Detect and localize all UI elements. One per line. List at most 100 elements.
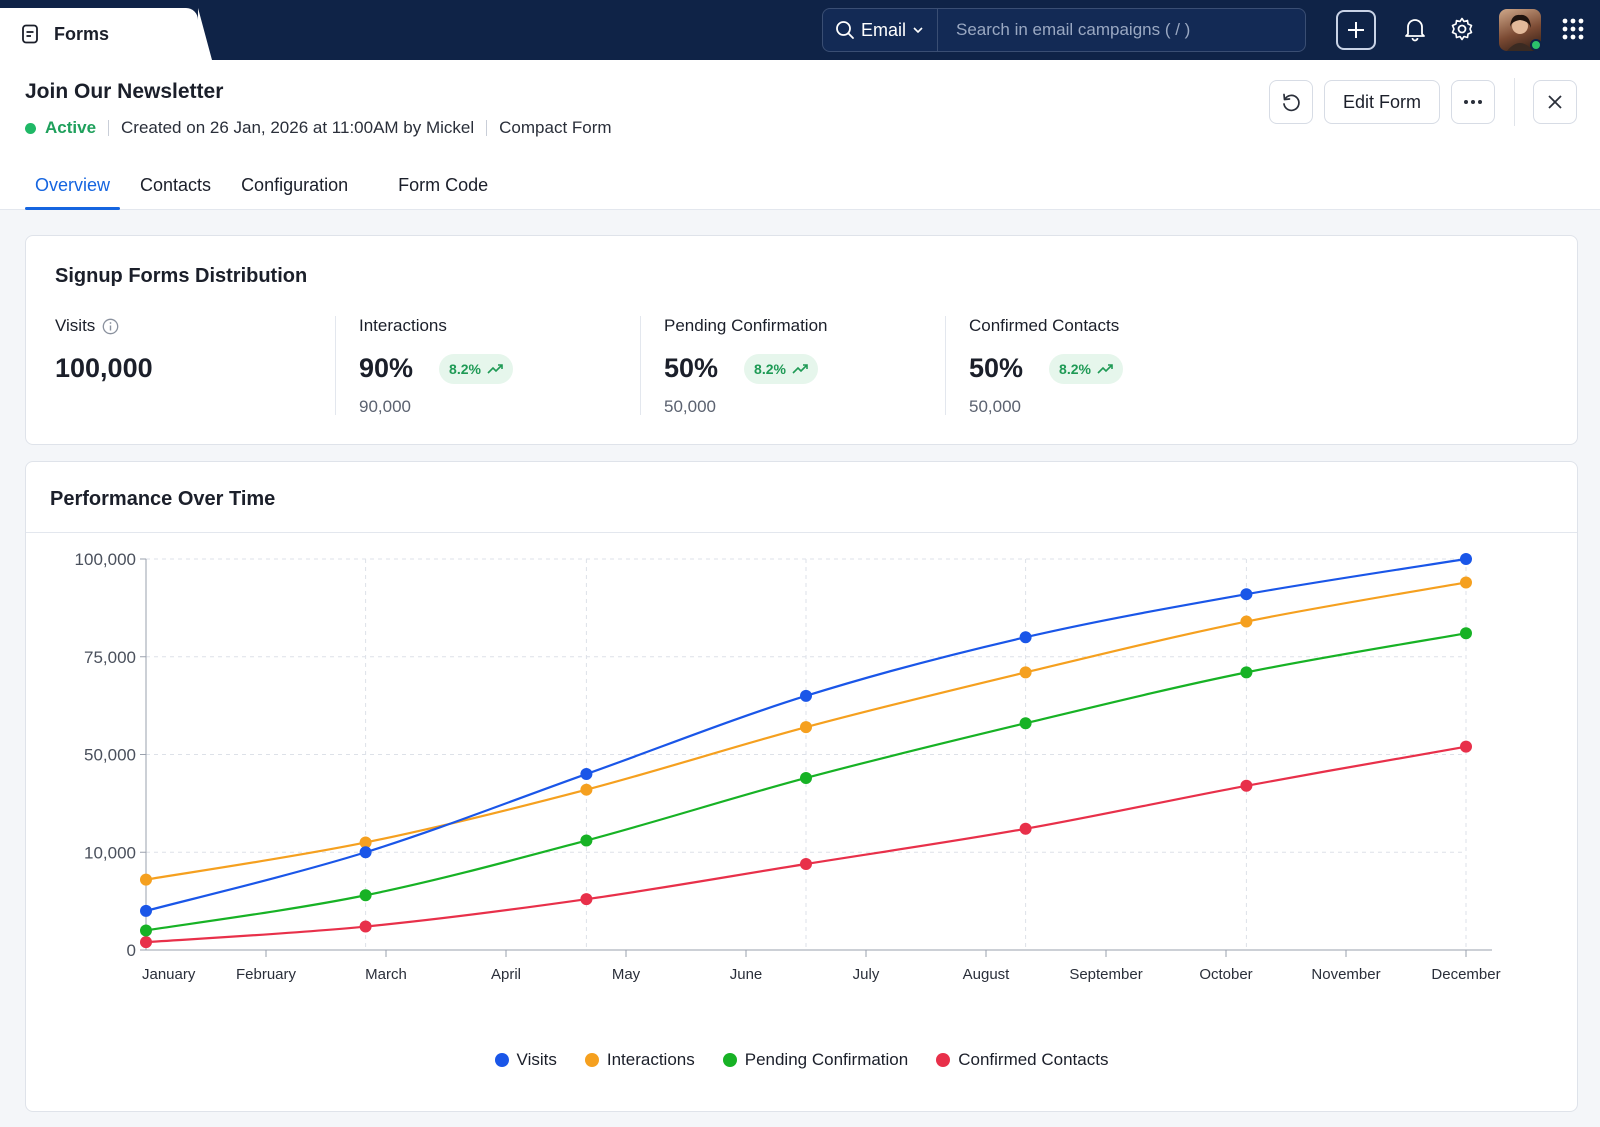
x-tick-label: December	[1431, 966, 1500, 983]
stat-visits: Visits 100,000	[55, 316, 153, 416]
chevron-down-icon	[913, 27, 923, 34]
data-point-confirmed-contacts	[1019, 822, 1032, 835]
change-badge: 8.2%	[1049, 353, 1123, 384]
data-point-confirmed-contacts	[359, 920, 372, 933]
distribution-title: Signup Forms Distribution	[55, 265, 308, 287]
stat-label: Pending Confirmation	[664, 316, 828, 335]
header-divider	[1514, 78, 1515, 126]
stat-value: 50%	[664, 353, 719, 383]
data-point-interactions	[1240, 615, 1253, 628]
change-badge: 8.2%	[439, 353, 513, 384]
meta-separator	[108, 120, 110, 136]
form-document-icon	[20, 24, 40, 44]
bell-icon[interactable]	[1402, 16, 1428, 42]
data-point-visits	[1460, 553, 1472, 565]
tab-overview[interactable]: Overview	[25, 160, 121, 210]
stat-label: Visits	[55, 316, 96, 335]
stat-pending-confirmation: Pending Confirmation 50% 8.2% 50,000	[664, 316, 827, 416]
tab-contacts[interactable]: Contacts	[140, 174, 212, 195]
stat-value: 90%	[359, 353, 414, 383]
change-value: 8.2%	[449, 360, 481, 377]
close-button[interactable]	[1533, 80, 1577, 124]
stat-confirmed-contacts: Confirmed Contacts 50% 8.2% 50,000	[969, 316, 1123, 416]
stat-count: 50,000	[969, 397, 1021, 416]
meta-separator	[486, 120, 488, 136]
data-point-confirmed-contacts	[140, 936, 152, 949]
stat-interactions: Interactions 90% 8.2% 90,000	[359, 316, 513, 416]
data-point-confirmed-contacts	[1460, 740, 1472, 753]
app-name: Forms	[54, 23, 110, 44]
stat-count: 50,000	[664, 397, 716, 416]
legend-item[interactable]: Interactions	[584, 1050, 695, 1070]
legend-item[interactable]: Visits	[494, 1050, 557, 1070]
legend-label: Visits	[516, 1050, 557, 1069]
y-tick-label: 100,000	[75, 550, 136, 569]
refresh-button[interactable]	[1269, 80, 1313, 124]
legend-swatch	[936, 1053, 951, 1067]
trend-up-icon	[487, 363, 503, 374]
performance-line-chart: 0 10,000 50,000 75,000 100,000 January Februar…	[75, 550, 1501, 983]
created-info: Created on 26 Jan, 2026 at 11:00AM by Mi…	[121, 118, 475, 137]
apps-grid-icon[interactable]	[1561, 17, 1585, 41]
stat-value: 50%	[969, 353, 1024, 383]
tab-form-code[interactable]: Form Code	[398, 174, 489, 195]
data-point-confirmed-contacts	[800, 857, 812, 870]
data-point-pending-confirmation	[580, 834, 593, 847]
status-badge: Active	[45, 118, 97, 137]
legend-item[interactable]: Pending Confirmation	[722, 1050, 909, 1070]
legend-item[interactable]: Confirmed Contacts	[936, 1050, 1108, 1070]
x-tick-label: January	[142, 966, 196, 983]
x-tick-label: September	[1069, 966, 1142, 983]
performance-card: Performance Over Time 0 10,000 50,000 75,00…	[25, 461, 1578, 1112]
data-point-pending-confirmation	[1460, 627, 1472, 640]
search-bar: Email	[822, 8, 1306, 52]
status-dot	[25, 122, 36, 134]
search-input[interactable]	[938, 9, 1305, 51]
distribution-card: Signup Forms Distribution Visits 100,000…	[25, 235, 1578, 445]
trend-up-icon	[1097, 363, 1113, 374]
data-point-pending-confirmation	[140, 924, 152, 937]
performance-title: Performance Over Time	[50, 488, 276, 510]
x-tick-label: February	[236, 966, 297, 983]
tab-configuration[interactable]: Configuration	[241, 174, 349, 195]
search-scope-dropdown[interactable]: Email	[823, 9, 938, 51]
x-tick-label: May	[612, 966, 641, 983]
y-tick-label: 10,000	[84, 843, 136, 862]
form-header: Join Our Newsletter Active Created on 26…	[0, 60, 1600, 210]
x-tick-label: October	[1199, 966, 1252, 983]
data-point-interactions	[359, 836, 372, 849]
x-tick-label: July	[853, 966, 880, 983]
legend-label: Pending Confirmation	[744, 1050, 909, 1069]
data-point-pending-confirmation	[359, 889, 372, 902]
change-value: 8.2%	[754, 360, 786, 377]
refresh-icon	[1283, 93, 1300, 112]
stat-count: 90,000	[359, 397, 411, 416]
gear-icon[interactable]	[1449, 16, 1475, 42]
create-button[interactable]	[1336, 10, 1376, 50]
app-tab-forms[interactable]: Forms	[0, 8, 198, 60]
data-point-pending-confirmation	[800, 771, 812, 784]
trend-up-icon	[792, 363, 808, 374]
avatar[interactable]	[1499, 9, 1541, 51]
data-point-visits	[359, 846, 372, 859]
data-point-pending-confirmation	[1019, 717, 1032, 730]
data-point-confirmed-contacts	[580, 893, 593, 906]
legend-swatch	[722, 1053, 737, 1067]
legend-swatch	[584, 1053, 599, 1067]
data-point-interactions	[1019, 666, 1032, 679]
online-status-indicator	[1530, 39, 1542, 51]
more-options-button[interactable]	[1451, 80, 1495, 124]
data-point-visits	[580, 768, 593, 781]
page-title: Join Our Newsletter	[25, 80, 224, 103]
stat-value: 100,000	[55, 353, 153, 383]
form-type: Compact Form	[499, 118, 612, 137]
stat-label: Confirmed Contacts	[969, 316, 1120, 335]
stat-label: Interactions	[359, 316, 447, 335]
form-meta: Active Created on 26 Jan, 2026 at 11:00A…	[25, 118, 612, 138]
y-tick-label: 75,000	[84, 648, 136, 667]
card-divider	[26, 532, 1577, 533]
edit-form-button[interactable]: Edit Form	[1324, 80, 1440, 124]
y-tick-label: 50,000	[84, 746, 136, 765]
info-icon[interactable]	[102, 318, 119, 335]
legend-label: Interactions	[606, 1050, 695, 1069]
